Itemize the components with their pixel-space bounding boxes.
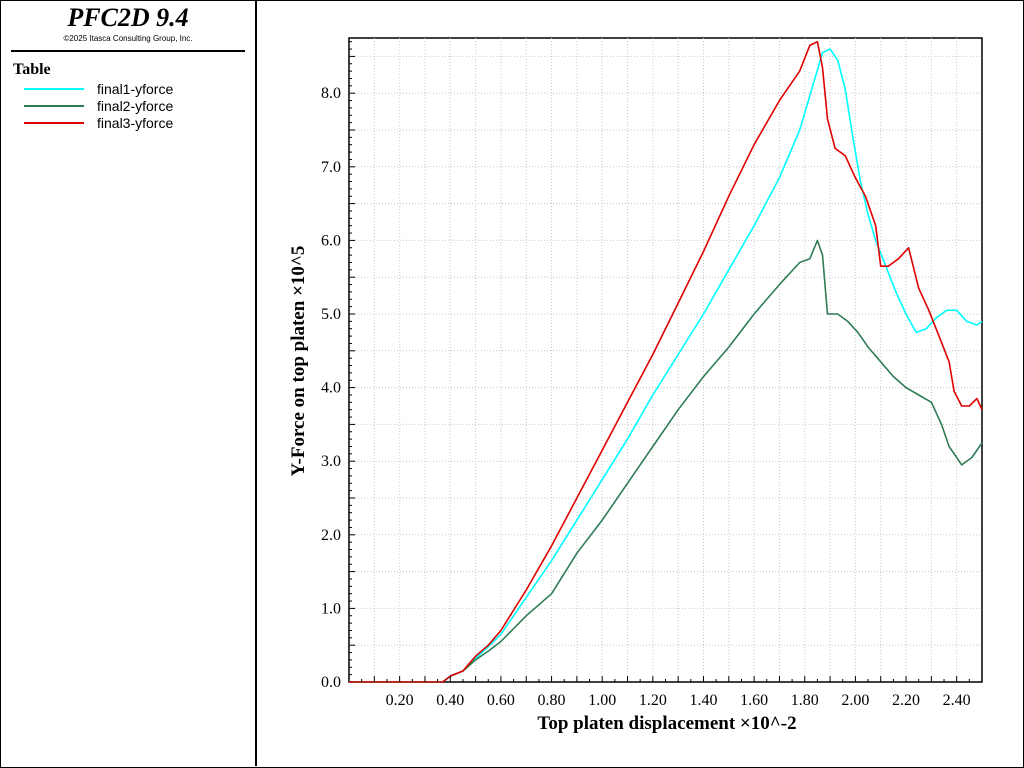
legend-item-final1[interactable]: final1-yforce — [24, 80, 173, 97]
x-tick-label: 0.80 — [538, 692, 566, 709]
series-line-2 — [349, 239, 983, 683]
app-title: PFC2D 9.4 — [67, 3, 189, 32]
legend-label-final2: final2-yforce — [97, 97, 174, 114]
legend-label-final1: final1-yforce — [97, 80, 174, 97]
y-tick-label: 0.0 — [321, 674, 341, 691]
legend-item-final3[interactable]: final3-yforce — [24, 114, 173, 131]
y-tick-label: 1.0 — [321, 600, 341, 617]
legend-panel: PFC2D 9.4 ©2025 Itasca Consulting Group,… — [1, 1, 257, 766]
x-tick-label: 0.20 — [386, 692, 414, 709]
y-tick-label: 8.0 — [321, 85, 341, 102]
title-divider — [11, 50, 245, 52]
y-axis-title: Y-Force on top platen ×10^5 — [288, 246, 309, 477]
x-tick-label: 2.20 — [892, 692, 920, 709]
plot-area — [348, 37, 983, 683]
y-tick-label: 3.0 — [321, 453, 341, 470]
x-axis-title: Top platen displacement ×10^-2 — [537, 713, 796, 734]
x-tick-label: 1.00 — [588, 692, 616, 709]
series-layer — [349, 40, 983, 683]
x-tick-label: 0.60 — [487, 692, 515, 709]
copyright-text: ©2025 Itasca Consulting Group, Inc. — [63, 34, 193, 43]
x-tick-label: 1.60 — [740, 692, 768, 709]
y-tick-label: 5.0 — [321, 306, 341, 323]
legend-heading: Table — [13, 61, 51, 78]
x-tick-label: 1.80 — [791, 692, 819, 709]
legend-item-final2[interactable]: final2-yforce — [24, 97, 173, 114]
legend-label-final3: final3-yforce — [97, 114, 174, 131]
legend-swatch-final1 — [24, 87, 84, 90]
series-line-3 — [349, 40, 983, 683]
series-line-1 — [349, 48, 983, 683]
grid — [349, 38, 982, 682]
y-tick-label: 6.0 — [321, 232, 341, 249]
chart[interactable]: 0.20 0.40 0.60 0.80 1.00 1.20 1.40 1.60 1.80 2.00… — [257, 1, 1022, 766]
y-tick-label: 2.0 — [321, 527, 341, 544]
legend-swatch-final3 — [24, 121, 84, 124]
x-tick-label: 2.40 — [943, 692, 971, 709]
x-tick-label: 1.40 — [689, 692, 717, 709]
axes: 0.20 0.40 0.60 0.80 1.00 1.20 1.40 1.60 1.80 2.00… — [321, 41, 971, 709]
x-tick-label: 1.20 — [639, 692, 667, 709]
legend-swatch-final2 — [24, 104, 84, 107]
y-tick-label: 4.0 — [321, 380, 341, 397]
y-tick-label: 7.0 — [321, 159, 341, 176]
x-tick-label: 0.40 — [436, 692, 464, 709]
x-tick-label: 2.00 — [841, 692, 869, 709]
